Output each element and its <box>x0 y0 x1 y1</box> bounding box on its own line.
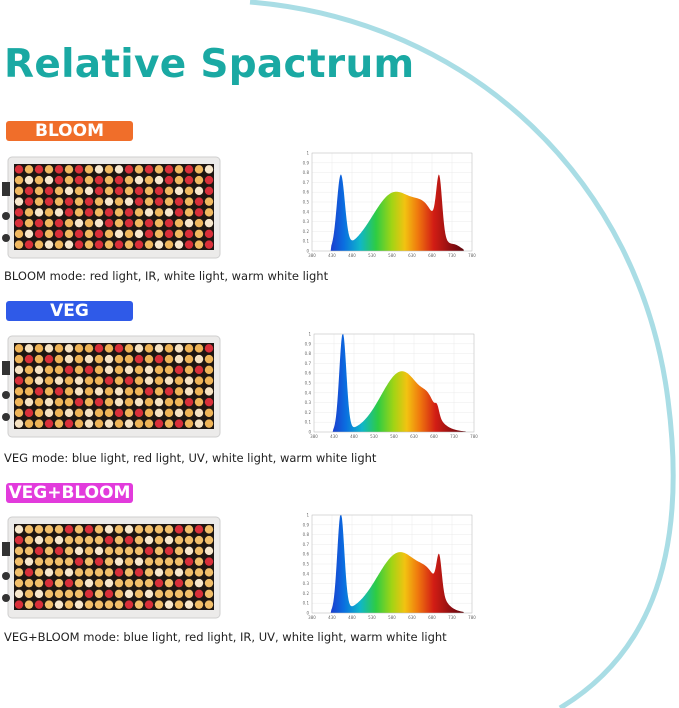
y-tick-label: 0.5 <box>303 200 310 205</box>
vegbloom-spectrum-chart: 380 430 480 530 580 630 680 730 780 1 0.9 0.8 0.7 0.6… <box>303 513 476 621</box>
bloom-led-panel <box>2 156 221 259</box>
x-tick-label: 580 <box>390 434 398 439</box>
y-tick-label: 0.9 <box>305 341 312 346</box>
y-tick-label: 0.8 <box>303 170 310 175</box>
x-tick-label: 380 <box>308 253 316 258</box>
x-tick-label: 730 <box>448 253 456 258</box>
x-tick-label: 680 <box>428 615 436 620</box>
x-tick-label: 580 <box>388 615 396 620</box>
y-tick-label: 0.3 <box>305 400 312 405</box>
y-tick-label: 0 <box>308 430 311 435</box>
veg-led-panel <box>2 335 221 438</box>
vegbloom-led-panel <box>2 516 221 619</box>
y-tick-label: 0.7 <box>305 361 312 366</box>
bloom-spectrum-chart: 380 430 480 530 580 630 680 730 780 1 0.9 0.8 0.7 0.6… <box>303 151 476 259</box>
y-tick-label: 0.7 <box>303 180 310 185</box>
y-tick-label: 1 <box>308 332 311 337</box>
y-tick-label: 0.5 <box>303 562 310 567</box>
x-tick-label: 580 <box>388 253 396 258</box>
veg-spectrum-chart: 380 430 480 530 580 630 680 730 780 1 0.9 0.8 0.7 0.6… <box>305 332 478 440</box>
y-tick-label: 0.4 <box>305 390 312 395</box>
x-tick-label: 430 <box>328 253 336 258</box>
x-tick-label: 630 <box>410 434 418 439</box>
y-tick-label: 0.6 <box>305 371 312 376</box>
x-tick-label: 530 <box>370 434 378 439</box>
x-tick-label: 480 <box>348 615 356 620</box>
y-tick-label: 0.4 <box>303 209 310 214</box>
x-tick-label: 780 <box>468 253 476 258</box>
y-tick-label: 0 <box>306 611 309 616</box>
y-tick-label: 0.3 <box>303 581 310 586</box>
y-tick-label: 0.5 <box>305 381 312 386</box>
y-tick-label: 0.3 <box>303 219 310 224</box>
x-tick-label: 530 <box>368 615 376 620</box>
x-tick-label: 630 <box>408 253 416 258</box>
x-tick-label: 780 <box>470 434 478 439</box>
y-tick-label: 0.1 <box>303 239 310 244</box>
bloom-badge: BLOOM <box>6 121 133 141</box>
bloom-caption: BLOOM mode: red light, IR, white light, … <box>4 269 329 283</box>
x-tick-label: 430 <box>328 615 336 620</box>
y-tick-label: 0 <box>306 249 309 254</box>
x-tick-label: 730 <box>450 434 458 439</box>
page-title: Relative Spactrum <box>4 42 415 87</box>
y-tick-label: 0.1 <box>303 601 310 606</box>
y-tick-label: 0.2 <box>303 229 310 234</box>
y-tick-label: 1 <box>306 151 309 156</box>
y-tick-label: 1 <box>306 513 309 518</box>
x-tick-label: 680 <box>430 434 438 439</box>
y-tick-label: 0.7 <box>303 542 310 547</box>
x-tick-label: 380 <box>310 434 318 439</box>
y-tick-label: 0.6 <box>303 190 310 195</box>
x-tick-label: 480 <box>348 253 356 258</box>
y-tick-label: 0.8 <box>305 351 312 356</box>
y-tick-label: 0.8 <box>303 532 310 537</box>
x-tick-label: 780 <box>468 615 476 620</box>
veg-caption: VEG mode: blue light, red light, UV, whi… <box>4 451 377 465</box>
x-tick-label: 630 <box>408 615 416 620</box>
x-tick-label: 380 <box>308 615 316 620</box>
y-tick-label: 0.2 <box>303 591 310 596</box>
y-tick-label: 0.1 <box>305 420 312 425</box>
vegbloom-badge: VEG+BLOOM <box>6 483 133 503</box>
x-tick-label: 480 <box>350 434 358 439</box>
y-tick-label: 0.2 <box>305 410 312 415</box>
y-tick-label: 0.6 <box>303 552 310 557</box>
y-tick-label: 0.9 <box>303 522 310 527</box>
x-tick-label: 680 <box>428 253 436 258</box>
x-tick-label: 730 <box>448 615 456 620</box>
vegbloom-caption: VEG+BLOOM mode: blue light, red light, I… <box>4 630 447 644</box>
x-tick-label: 530 <box>368 253 376 258</box>
y-tick-label: 0.4 <box>303 571 310 576</box>
x-tick-label: 430 <box>330 434 338 439</box>
veg-badge: VEG <box>6 301 133 321</box>
y-tick-label: 0.9 <box>303 160 310 165</box>
